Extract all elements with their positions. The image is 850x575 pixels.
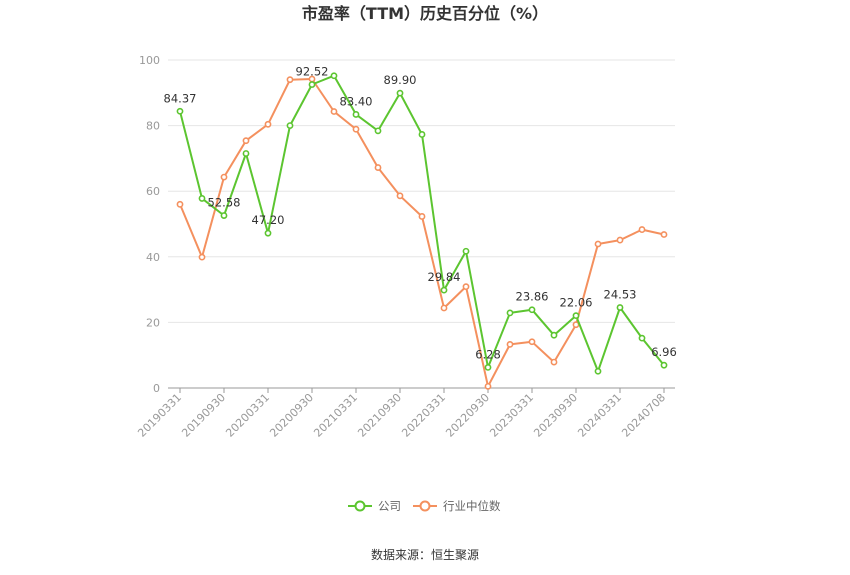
data-label: 24.53 <box>604 288 637 302</box>
source-note: 数据来源：恒生聚源 <box>371 547 479 562</box>
legend-marker-company <box>354 500 366 512</box>
point-company <box>528 306 536 314</box>
y-tick-label: 20 <box>146 316 160 329</box>
point-industry <box>418 213 426 220</box>
data-label: 6.96 <box>651 345 677 359</box>
y-tick-label: 100 <box>139 54 160 67</box>
point-industry <box>506 340 514 348</box>
point-industry <box>286 76 294 84</box>
point-company <box>198 195 206 202</box>
point-company <box>352 111 360 118</box>
x-tick-label: 20230930 <box>531 391 580 440</box>
point-industry <box>264 120 272 128</box>
legend-item-industry[interactable]: 行业中位数 <box>413 499 501 513</box>
point-company <box>462 247 470 255</box>
x-tick-label: 20210331 <box>311 391 360 440</box>
point-company <box>440 286 448 294</box>
point-industry <box>198 253 206 261</box>
x-tick-label: 20220930 <box>443 391 492 440</box>
point-company <box>308 81 316 88</box>
data-label: 84.37 <box>164 91 197 105</box>
point-industry <box>550 358 558 366</box>
data-label: 6.28 <box>475 347 501 361</box>
data-label: 47.20 <box>252 213 285 227</box>
y-tick-label: 40 <box>146 251 160 264</box>
point-company <box>572 312 580 320</box>
point-company <box>660 361 668 369</box>
point-company <box>286 122 294 129</box>
point-industry <box>220 173 228 181</box>
x-tick-label: 20240708 <box>619 391 668 440</box>
data-label: 52.58 <box>208 196 241 210</box>
point-industry <box>396 192 404 200</box>
y-tick-label: 60 <box>146 185 160 198</box>
point-industry <box>462 283 470 291</box>
grid-lines <box>168 59 675 323</box>
data-labels: 84.37 52.58 47.20 92.52 83.40 89.90 29.84 6.28 2… <box>164 65 677 362</box>
x-tick-label: 20210930 <box>355 391 404 440</box>
data-label: 29.84 <box>428 270 461 284</box>
data-label: 89.90 <box>384 73 417 87</box>
point-company <box>484 364 492 371</box>
point-company <box>330 72 338 80</box>
point-industry <box>440 304 448 312</box>
point-industry <box>638 226 646 233</box>
x-tick-label: 20220331 <box>399 391 448 440</box>
point-company <box>264 229 272 237</box>
point-company <box>550 331 558 339</box>
y-tick-label: 80 <box>146 120 160 133</box>
data-label: 83.40 <box>340 94 373 108</box>
point-industry <box>176 200 184 208</box>
point-industry <box>616 236 624 244</box>
point-industry <box>374 164 382 171</box>
point-company <box>396 89 404 97</box>
point-industry <box>242 137 250 145</box>
axes: 0 20 40 60 80 100 2019033120190930202003312020… <box>135 54 675 440</box>
x-tick-label: 20200331 <box>223 391 272 440</box>
point-industry <box>594 240 602 248</box>
point-industry <box>660 231 668 238</box>
x-tick-label: 20200930 <box>267 391 316 440</box>
legend: 公司 行业中位数 <box>348 499 501 513</box>
point-company <box>374 127 382 135</box>
data-label: 92.52 <box>296 65 329 79</box>
point-industry <box>330 108 338 115</box>
point-industry <box>528 338 536 346</box>
data-label: 23.86 <box>516 290 549 304</box>
x-tick-label: 20190930 <box>179 391 228 440</box>
chart-title: 市盈率（TTM）历史百分位（%） <box>302 4 548 23</box>
series-lines <box>176 72 668 390</box>
point-company <box>418 131 426 138</box>
point-company <box>616 304 624 311</box>
point-company <box>176 107 184 115</box>
point-company <box>220 212 228 219</box>
x-tick-label: 20190331 <box>135 391 184 440</box>
data-label: 22.06 <box>560 296 593 310</box>
legend-label-industry: 行业中位数 <box>443 499 501 513</box>
legend-item-company[interactable]: 公司 <box>348 499 401 513</box>
point-company <box>506 309 514 317</box>
legend-label-company: 公司 <box>378 499 401 513</box>
y-tick-label: 0 <box>153 382 160 395</box>
point-company <box>638 334 646 342</box>
point-industry <box>352 125 360 133</box>
x-tick-label: 20230331 <box>487 391 536 440</box>
point-industry <box>484 382 492 390</box>
x-tick-label: 20240331 <box>575 391 624 440</box>
legend-marker-industry <box>419 500 431 512</box>
point-company <box>594 367 602 375</box>
point-company <box>242 150 250 157</box>
